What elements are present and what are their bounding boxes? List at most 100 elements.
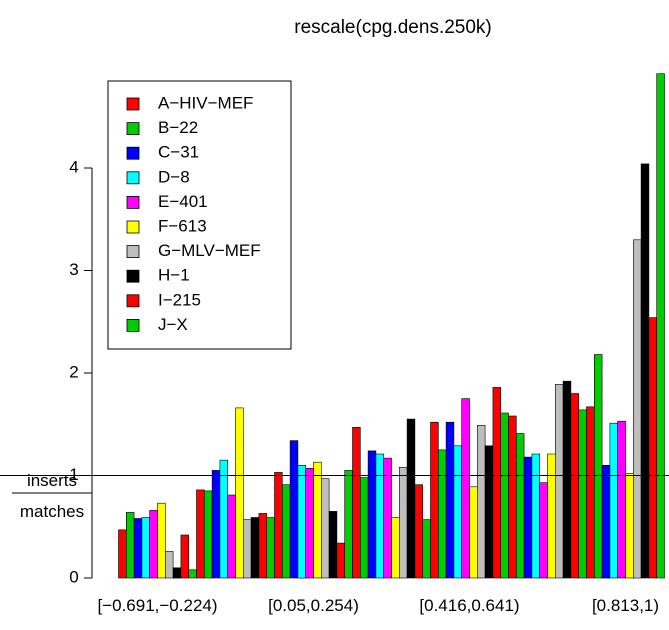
bar: [141, 517, 150, 579]
bar: [398, 466, 408, 579]
bar: [625, 473, 634, 579]
bar: [320, 478, 330, 579]
bar: [196, 489, 205, 579]
y-axis: 0 1 2 3 4: [69, 157, 93, 586]
bar: [328, 511, 338, 579]
bar: [492, 387, 501, 579]
bar: [274, 472, 283, 579]
bar: [437, 449, 447, 579]
bar: [406, 418, 416, 579]
x-tick-label: [0.813,1): [592, 596, 659, 615]
bar: [562, 380, 572, 579]
bar: [531, 453, 541, 579]
bar: [617, 420, 626, 579]
bar: [476, 424, 486, 579]
legend-label: D−8: [158, 167, 190, 186]
legend-swatch: [126, 146, 140, 160]
bar: [570, 393, 580, 579]
bar: [305, 467, 314, 579]
legend-label: C−31: [158, 143, 199, 162]
bar: [414, 484, 423, 579]
bar: [500, 412, 509, 579]
bar: [547, 453, 556, 579]
bar: [359, 477, 369, 579]
bar: [469, 486, 478, 579]
bar: [266, 517, 275, 579]
y-tick-label: 4: [69, 157, 78, 176]
y-axis-label-denominator: matches: [20, 502, 84, 521]
legend: A−HIV−MEF B−22 C−31 D−8 E−401 F−613 G−MLV−MEF H…: [107, 80, 292, 350]
bar: [508, 415, 517, 579]
bar: [632, 239, 642, 579]
bar: [172, 567, 182, 579]
bar: [601, 464, 611, 579]
legend-swatch: [126, 97, 140, 111]
bar: [586, 406, 595, 579]
bar: [539, 482, 548, 579]
legend-swatch: [126, 294, 140, 308]
bar: [383, 457, 392, 579]
x-tick-label: [−0.691,−0.224): [97, 596, 217, 615]
bar: [313, 461, 322, 579]
bar: [149, 510, 158, 579]
bar: [656, 73, 665, 579]
bar: [453, 445, 462, 579]
bar: [235, 407, 244, 579]
legend-label: B−22: [158, 118, 198, 137]
bar: [180, 534, 189, 579]
x-axis-labels: [−0.691,−0.224) [0.05,0.254) [0.416,0.641)…: [97, 596, 659, 615]
legend-swatch: [126, 122, 140, 135]
bars: [118, 73, 665, 579]
bar: [484, 445, 494, 579]
bar: [640, 163, 650, 579]
bar: [593, 354, 603, 579]
bar: [648, 317, 658, 579]
legend-label: A−HIV−MEF: [158, 93, 253, 112]
legend-swatch: [126, 318, 140, 332]
bar: [165, 551, 174, 579]
bar: [250, 517, 260, 579]
bar: [430, 421, 439, 579]
legend-swatch: [126, 220, 140, 234]
legend-label: G−MLV−MEF: [158, 241, 261, 260]
legend-swatch: [126, 171, 140, 185]
bar: [157, 502, 166, 579]
bar: [118, 529, 127, 579]
legend-label: H−1: [158, 266, 190, 285]
legend-swatch: [126, 245, 140, 259]
y-tick-label: 2: [69, 362, 78, 381]
bar: [281, 484, 291, 579]
bar: [219, 459, 228, 579]
bar: [188, 569, 197, 579]
legend-label: I−215: [158, 290, 201, 309]
legend-swatch: [126, 195, 140, 209]
y-axis-label-numerator: inserts: [27, 471, 77, 490]
bar: [554, 383, 564, 579]
bar: [578, 409, 587, 579]
y-axis-label: inserts matches: [12, 471, 92, 521]
y-tick-label: 3: [69, 260, 78, 279]
x-tick-label: [0.05,0.254): [268, 596, 359, 615]
bar: [126, 512, 135, 579]
bar: [391, 517, 400, 579]
x-tick-label: [0.416,0.641): [419, 596, 519, 615]
y-tick-label: 1: [69, 465, 78, 484]
legend-label: E−401: [158, 192, 208, 211]
bar: [289, 440, 299, 579]
bar: [336, 542, 345, 579]
chart-title: rescale(cpg.dens.250k): [294, 17, 492, 38]
bar: [344, 470, 353, 579]
y-tick-label: 0: [69, 567, 78, 586]
bar: [243, 519, 252, 579]
bar: [515, 433, 525, 579]
bar: [445, 421, 455, 579]
bar: [422, 519, 431, 579]
bar: [133, 518, 143, 579]
legend-label: J−X: [158, 315, 188, 334]
bar: [227, 494, 236, 579]
bar: [204, 490, 213, 579]
bar: [211, 470, 221, 579]
bar: [258, 513, 267, 579]
bar: [375, 453, 384, 579]
